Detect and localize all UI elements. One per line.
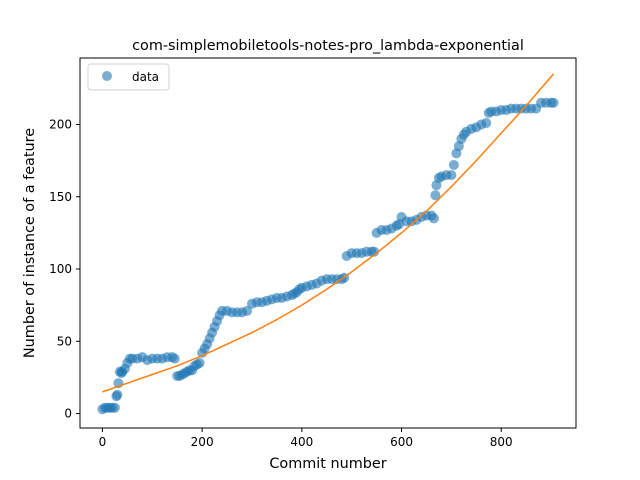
y-tick-label: 50 xyxy=(57,334,72,348)
legend-frame xyxy=(87,63,170,91)
y-tick-label: 0 xyxy=(64,407,72,421)
x-axis-label: Commit number xyxy=(269,456,386,472)
fit-line xyxy=(102,73,555,393)
y-tick-label: 100 xyxy=(49,262,72,276)
chart-title: com-simplemobiletools-notes-pro_lambda-e… xyxy=(132,38,524,54)
data-point xyxy=(446,170,457,181)
legend-label-data: data xyxy=(132,70,159,84)
x-tick-label: 0 xyxy=(99,435,107,449)
data-point xyxy=(369,246,380,257)
plot-frame xyxy=(79,57,577,429)
x-tick-label: 200 xyxy=(191,435,214,449)
plot-marks xyxy=(97,73,559,415)
y-axis-label: Number of instance of a feature xyxy=(22,128,38,358)
x-tick-label: 400 xyxy=(290,435,313,449)
data-point xyxy=(194,357,205,368)
data-point xyxy=(548,97,559,108)
x-tick-label: 800 xyxy=(490,435,513,449)
data-point xyxy=(169,353,180,364)
data-point xyxy=(430,190,441,201)
legend: data xyxy=(87,63,170,91)
data-point xyxy=(109,402,120,413)
y-axis-ticks: 0 50 100 150 200 xyxy=(49,117,80,421)
data-point xyxy=(448,159,459,170)
y-tick-label: 200 xyxy=(49,117,72,131)
data-point xyxy=(241,305,252,316)
x-axis-ticks: 0 200 400 600 800 xyxy=(99,428,513,449)
data-point xyxy=(481,118,492,129)
legend-marker-data xyxy=(102,71,112,81)
x-tick-label: 600 xyxy=(390,435,413,449)
y-tick-label: 150 xyxy=(49,190,72,204)
data-point xyxy=(428,213,439,224)
data-point xyxy=(112,389,123,400)
